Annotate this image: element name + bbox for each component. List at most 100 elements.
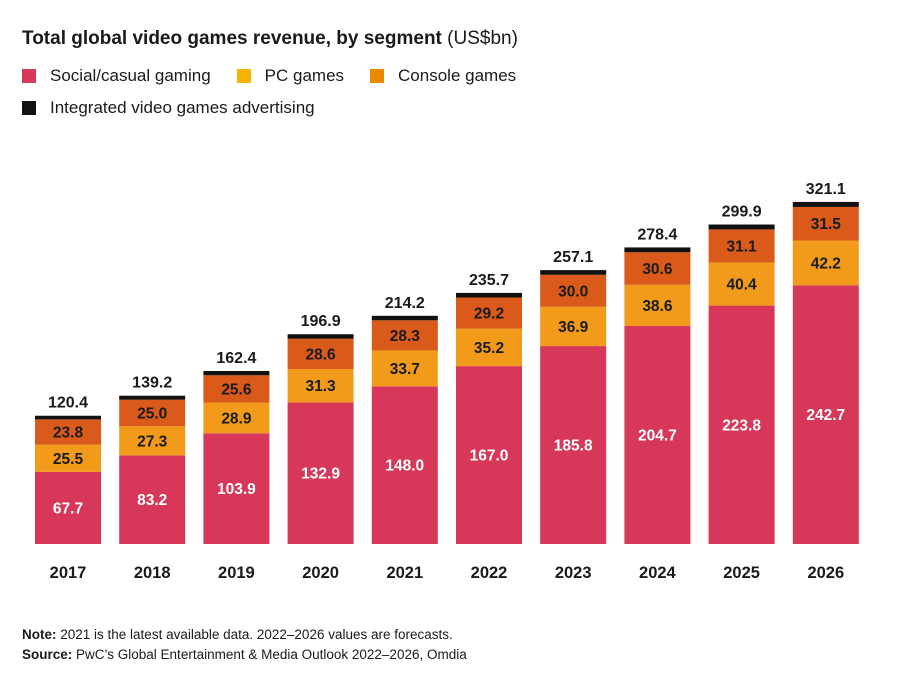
data-label-social-2024: 204.7 [638,427,677,444]
source-label: Source: [22,647,73,662]
x-tick-label-2026: 2026 [807,564,844,582]
total-label-2021: 214.2 [385,295,425,312]
bar-segment-advertising-2020 [287,334,354,339]
bar-segment-pc-2020 [287,369,354,403]
data-label-console-2020: 28.6 [306,346,337,363]
legend-label-social: Social/casual gaming [50,66,211,85]
x-tick-label-2019: 2019 [218,564,255,582]
total-label-2025: 299.9 [722,204,762,221]
data-label-pc-2019: 28.9 [221,410,252,427]
chart-title-main: Total global video games revenue, by seg… [22,28,442,49]
legend-item-social: Social/casual gaming [22,66,211,86]
data-label-social-2017: 67.7 [53,500,83,517]
data-label-social-2018: 83.2 [137,492,167,509]
bar-segment-pc-2025 [708,262,775,306]
x-tick-label-2022: 2022 [471,564,508,582]
x-tick-label-2021: 2021 [386,564,423,582]
x-tick-label-2024: 2024 [639,564,677,582]
bar-segment-advertising-2024 [624,247,691,253]
bar-segment-pc-2022 [456,328,522,367]
bar-segment-social-2018 [119,455,186,544]
bar-segment-pc-2024 [624,284,691,326]
bar-segment-pc-2021 [371,350,438,387]
bar-segment-social-2020 [287,402,354,544]
legend-label-console: Console games [398,66,517,85]
bar-segment-advertising-2021 [371,315,438,321]
note-label: Note: [22,627,57,642]
data-label-pc-2023: 36.9 [558,319,589,336]
bar-segment-pc-2026 [792,240,859,286]
total-label-2019: 162.4 [216,350,256,367]
data-label-console-2017: 23.8 [53,425,84,442]
note-text: 2021 is the latest available data. 2022–… [56,627,453,642]
legend-row-1: Social/casual gaming PC games Console ga… [22,66,542,86]
chart-source: Source: PwC’s Global Entertainment & Med… [22,647,467,662]
data-label-console-2026: 31.5 [811,216,842,233]
bar-segment-console-2022 [456,297,522,329]
data-label-pc-2026: 42.2 [811,255,841,272]
bar-segment-pc-2017 [35,444,101,472]
total-label-2022: 235.7 [469,272,509,289]
chart-title-unit: (US$bn) [447,28,518,49]
data-label-social-2020: 132.9 [301,466,340,483]
data-label-console-2023: 30.0 [558,283,588,300]
data-label-console-2025: 31.1 [727,238,758,255]
legend-swatch-social [22,69,36,83]
data-label-pc-2021: 33.7 [390,361,420,378]
total-label-2017: 120.4 [48,395,88,412]
bar-segment-pc-2023 [540,306,607,347]
bar-segment-social-2021 [371,386,438,544]
data-label-console-2021: 28.3 [390,328,421,345]
source-text: PwC’s Global Entertainment & Media Outlo… [72,647,467,662]
x-tick-label-2018: 2018 [134,564,171,582]
legend-item-console: Console games [370,66,516,86]
bar-segment-console-2026 [792,206,859,241]
bar-segment-console-2020 [287,338,354,370]
legend-label-advertising: Integrated video games advertising [50,98,315,117]
data-label-social-2019: 103.9 [217,481,256,498]
bar-segment-pc-2019 [203,402,270,434]
total-label-2024: 278.4 [637,226,677,243]
data-label-pc-2024: 38.6 [642,298,673,315]
bar-segment-advertising-2019 [203,370,270,376]
bar-segment-social-2017 [35,471,101,544]
bar-segment-advertising-2023 [540,270,607,275]
data-label-social-2023: 185.8 [554,438,593,455]
total-label-2020: 196.9 [301,313,341,330]
bar-segment-advertising-2025 [708,224,775,230]
data-label-pc-2025: 40.4 [727,277,758,294]
bar-segment-social-2024 [624,325,691,544]
legend-row-2: Integrated video games advertising [22,98,341,118]
x-tick-label-2023: 2023 [555,564,592,582]
bar-segment-pc-2018 [119,426,186,456]
data-label-pc-2017: 25.5 [53,451,84,468]
total-label-2018: 139.2 [132,375,172,392]
stacked-bar-chart: 67.7 25.5 23.8 120.4 2017 83.2 27.3 25.0 139.2 20… [35,181,859,582]
total-label-2023: 257.1 [553,249,593,266]
data-label-social-2026: 242.7 [806,407,845,424]
legend-item-advertising: Integrated video games advertising [22,98,315,118]
chart-title: Total global video games revenue, by seg… [22,28,518,50]
data-label-social-2021: 148.0 [385,458,424,475]
bar-segment-console-2017 [35,419,101,445]
bar-segment-console-2023 [540,274,607,307]
bar-segment-console-2021 [371,320,438,351]
bar-segment-social-2026 [792,285,859,544]
legend-item-pc: PC games [236,66,345,86]
data-label-social-2025: 223.8 [722,417,761,434]
bar-segment-social-2019 [203,433,270,544]
data-label-social-2022: 167.0 [470,448,509,465]
bar-segment-console-2019 [203,375,270,403]
total-label-2026: 321.1 [806,181,846,198]
bar-segment-advertising-2018 [119,395,186,400]
bar-segment-social-2025 [708,305,775,544]
data-label-pc-2022: 35.2 [474,340,504,357]
bar-segment-social-2022 [456,366,522,544]
legend-swatch-pc [236,69,251,83]
bar-segment-social-2023 [540,346,607,544]
legend-swatch-console [370,69,385,83]
bar-segment-console-2025 [708,229,775,263]
legend-label-pc: PC games [264,66,345,85]
x-tick-label-2020: 2020 [302,564,339,582]
data-label-console-2018: 25.0 [137,405,167,422]
